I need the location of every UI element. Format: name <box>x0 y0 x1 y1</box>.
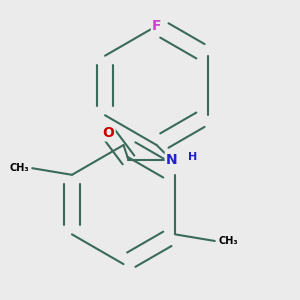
Text: CH₃: CH₃ <box>218 236 238 246</box>
Text: H: H <box>188 152 198 162</box>
Text: O: O <box>103 127 115 140</box>
Text: CH₃: CH₃ <box>9 163 29 173</box>
Text: F: F <box>152 19 161 33</box>
Text: N: N <box>166 153 177 167</box>
